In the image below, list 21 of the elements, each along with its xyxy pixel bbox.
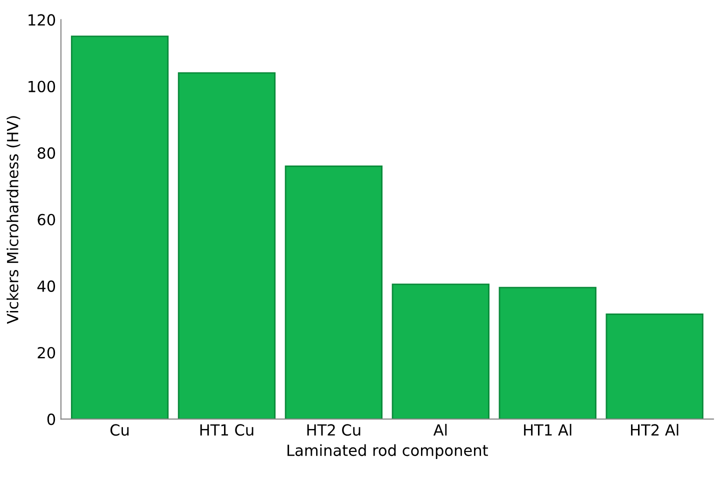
bar bbox=[498, 286, 596, 420]
y-tick-label: 80 bbox=[38, 147, 56, 159]
y-axis-title: Vickers Microhardness (HV) bbox=[6, 116, 20, 324]
bar bbox=[606, 314, 704, 420]
bar bbox=[284, 165, 383, 420]
y-tick-label: 20 bbox=[38, 346, 56, 359]
x-tick-label: Cu bbox=[110, 424, 129, 436]
bar bbox=[70, 36, 169, 420]
x-tick-label: HT2 Cu bbox=[307, 424, 360, 436]
x-tick-label: HT1 Al bbox=[524, 424, 572, 436]
x-tick-label: Al bbox=[433, 424, 447, 436]
y-tick-label: 60 bbox=[38, 214, 56, 226]
bar bbox=[392, 284, 490, 420]
x-tick-label: HT2 Al bbox=[631, 424, 678, 436]
y-tick-label: 120 bbox=[28, 14, 56, 26]
x-tick-label: HT1 Cu bbox=[200, 424, 254, 436]
y-tick-label: 0 bbox=[47, 414, 56, 426]
x-axis-title: Laminated rod component bbox=[288, 444, 488, 460]
y-tick-label: 100 bbox=[28, 80, 56, 92]
y-tick-label: 40 bbox=[37, 280, 56, 292]
bar bbox=[178, 72, 276, 420]
